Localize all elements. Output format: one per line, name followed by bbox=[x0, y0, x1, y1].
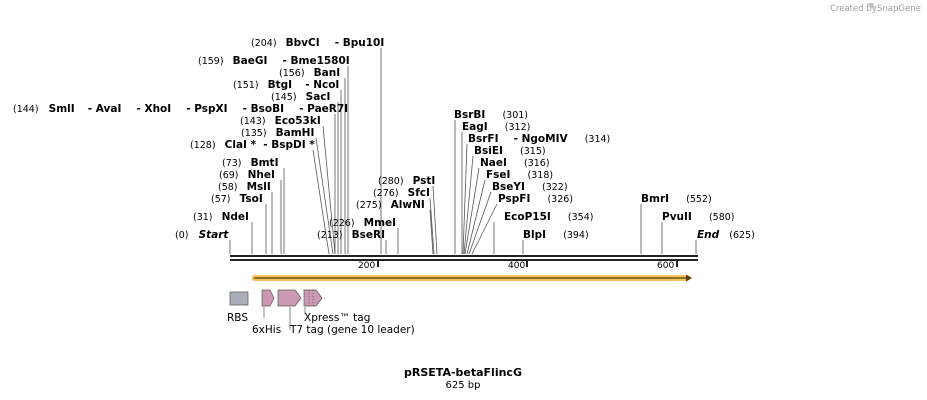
enzyme-name: BsrFI bbox=[468, 133, 499, 145]
enzyme-name: MmeI bbox=[364, 217, 396, 229]
enzyme-name: BsiEI bbox=[474, 145, 503, 157]
enzyme-name: NdeI bbox=[222, 211, 249, 223]
enzyme-site-row: (128) ClaI * - BspDI * bbox=[190, 133, 315, 152]
enzyme-name: NgoMIV bbox=[522, 133, 569, 145]
enzyme-site-row: (145) SacI bbox=[271, 85, 330, 104]
enzyme-site-row: EagI (312) bbox=[462, 115, 530, 134]
enzyme-site-row: (204) BbvCI - Bpu10I bbox=[251, 31, 384, 50]
enzyme-name: SfcI bbox=[408, 187, 430, 199]
xpress-tag-arrow-icon bbox=[303, 289, 323, 307]
feature-label-t7: T7 tag (gene 10 leader) bbox=[289, 324, 415, 336]
enzyme-name: MslI bbox=[247, 181, 271, 193]
enzyme-name: BsrBI bbox=[454, 109, 485, 121]
enzyme-site-row: EcoP15I (354) bbox=[504, 205, 593, 224]
enzyme-name: AvaI bbox=[96, 103, 122, 115]
enzyme-site-row: (226) MmeI bbox=[329, 211, 396, 230]
enzyme-name: BbvCI bbox=[286, 37, 320, 49]
enzyme-site-row: (73) BmtI bbox=[222, 151, 278, 170]
enzyme-site-row: (143) Eco53kI bbox=[240, 109, 321, 128]
ruler-tick-label: 200 bbox=[358, 261, 375, 271]
enzyme-site-row: BmrI (552) bbox=[641, 187, 712, 206]
t7-tag-arrow-icon bbox=[277, 289, 302, 307]
enzyme-labels: (204) BbvCI - Bpu10I (159) BaeGI - Bme15… bbox=[13, 31, 755, 242]
enzyme-name: BseRI bbox=[352, 229, 385, 241]
enzyme-name: SacI bbox=[306, 91, 331, 103]
his-tag-arrow-icon bbox=[261, 289, 275, 307]
enzyme-site-row: BsrFI - NgoMIV (314) bbox=[468, 127, 610, 146]
snapgene-credit: Created by SnapGene bbox=[830, 3, 921, 14]
enzyme-name: BlpI bbox=[523, 229, 546, 241]
enzyme-site-row: (156) BanI bbox=[279, 61, 340, 80]
enzyme-name: Bme1580I bbox=[291, 55, 350, 67]
enzyme-name: PspXI bbox=[194, 103, 227, 115]
enzyme-site-row: (144) SmlI - AvaI - XhoI - PspXI - BsoBI… bbox=[13, 97, 348, 116]
brand-text: SnapGene bbox=[877, 4, 921, 14]
end-marker: End (625) bbox=[697, 223, 755, 242]
enzyme-name: AlwNI bbox=[391, 199, 425, 211]
enzyme-name: PstI bbox=[413, 175, 436, 187]
features: RBS 6xHis T7 tag (gene 10 leader) Xpress… bbox=[227, 289, 415, 336]
start-marker: (0) Start bbox=[175, 223, 229, 242]
rbs-feature-icon bbox=[229, 291, 249, 306]
map-title: pRSETA-betaFlincG bbox=[404, 366, 522, 379]
enzyme-name: BamHI bbox=[276, 127, 315, 139]
enzyme-name: BaeGI bbox=[233, 55, 268, 67]
enzyme-site-row: (276) SfcI bbox=[373, 181, 430, 200]
enzyme-name: EcoP15I bbox=[504, 211, 551, 223]
credit-text: Created by bbox=[830, 4, 877, 14]
enzyme-name: NaeI bbox=[480, 157, 507, 169]
enzyme-site-row: (135) BamHI bbox=[241, 121, 314, 140]
enzyme-site-row: BsrBI (301) bbox=[454, 103, 528, 122]
enzyme-name: BspDI * bbox=[271, 139, 315, 151]
enzyme-name: FseI bbox=[486, 169, 510, 181]
enzyme-name: PspFI bbox=[498, 193, 530, 205]
enzyme-name: SmlI bbox=[49, 103, 75, 115]
enzyme-name: EagI bbox=[462, 121, 488, 133]
enzyme-name: PaeR7I bbox=[307, 103, 348, 115]
enzyme-site-row: BlpI (394) bbox=[523, 223, 589, 242]
enzyme-name: Bpu10I bbox=[343, 37, 385, 49]
orf-arrow bbox=[252, 274, 692, 282]
enzyme-name: BseYI bbox=[492, 181, 525, 193]
enzyme-name: BsoBI bbox=[251, 103, 284, 115]
enzyme-site-row: (280) PstI bbox=[378, 169, 435, 188]
enzyme-name: NcoI bbox=[313, 79, 339, 91]
enzyme-site-row: (58) MslI bbox=[218, 175, 271, 194]
ruler-tick-label: 600 bbox=[657, 261, 674, 271]
map-length: 625 bp bbox=[446, 380, 481, 391]
snapgene-logo-icon bbox=[868, 3, 875, 8]
enzyme-site-row: BseYI (322) bbox=[492, 175, 568, 194]
enzyme-name: NheI bbox=[248, 169, 275, 181]
enzyme-site-row: BsiEI (315) bbox=[474, 139, 546, 158]
enzyme-name: PvuII bbox=[662, 211, 692, 223]
enzyme-name: Eco53kI bbox=[275, 115, 321, 127]
sequence-backbone bbox=[230, 255, 698, 261]
enzyme-site-row: PspFI (326) bbox=[498, 187, 573, 206]
enzyme-leader-lines bbox=[229, 48, 697, 255]
ruler: 200 400 600 bbox=[358, 261, 678, 271]
site-position: (204) bbox=[251, 38, 277, 49]
feature-label-rbs: RBS bbox=[227, 312, 248, 324]
enzyme-name: BanI bbox=[314, 67, 340, 79]
enzyme-site-row: (213) BseRI bbox=[317, 223, 385, 242]
enzyme-name: ClaI * bbox=[225, 139, 257, 151]
enzyme-name: BmrI bbox=[641, 193, 669, 205]
enzyme-site-row: (57) TsoI bbox=[211, 187, 263, 206]
ruler-tick-label: 400 bbox=[508, 261, 525, 271]
enzyme-site-row: FseI (318) bbox=[486, 163, 553, 182]
enzyme-site-row: PvuII (580) bbox=[662, 205, 734, 224]
enzyme-name: XhoI bbox=[144, 103, 171, 115]
enzyme-site-row: NaeI (316) bbox=[480, 151, 550, 170]
enzyme-name: TsoI bbox=[240, 193, 263, 205]
enzyme-site-row: (151) BtgI - NcoI bbox=[233, 73, 339, 92]
enzyme-site-row: (275) AlwNI bbox=[356, 193, 425, 212]
enzyme-site-row: (69) NheI bbox=[219, 163, 275, 182]
enzyme-name: BmtI bbox=[251, 157, 279, 169]
feature-label-xpress: Xpress™ tag bbox=[304, 312, 370, 324]
enzyme-name: BtgI bbox=[268, 79, 292, 91]
enzyme-site-row: (31) NdeI bbox=[193, 205, 249, 224]
enzyme-site-row: (159) BaeGI - Bme1580I bbox=[198, 49, 350, 68]
feature-label-6xhis: 6xHis bbox=[252, 324, 281, 336]
